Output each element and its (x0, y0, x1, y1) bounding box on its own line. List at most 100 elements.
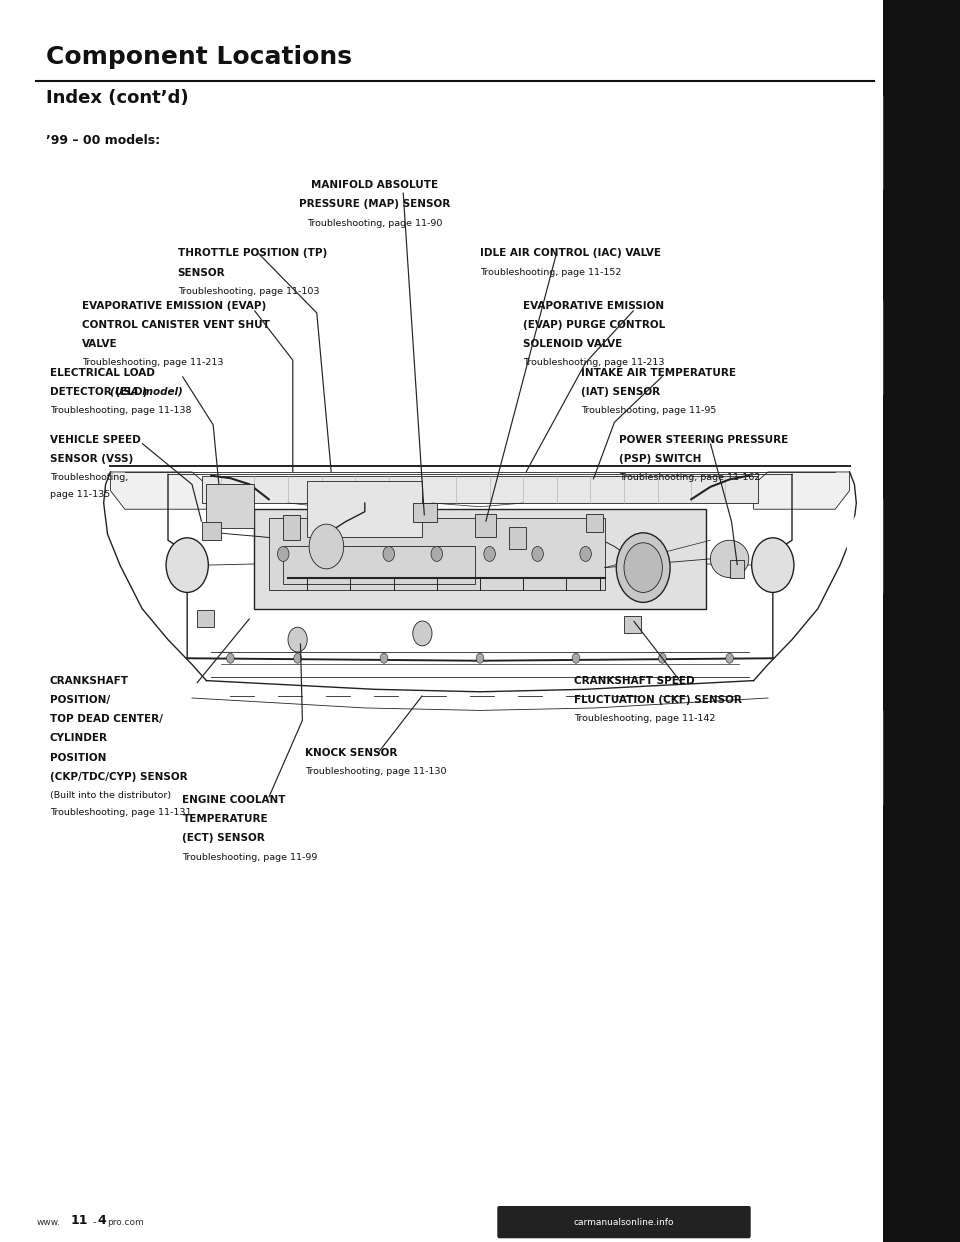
Bar (283, 546, 475, 584)
Text: POWER STEERING PRESSURE: POWER STEERING PRESSURE (619, 435, 788, 445)
Text: CYLINDER: CYLINDER (50, 733, 108, 744)
Text: (CKP/TDC/CYP) SENSOR: (CKP/TDC/CYP) SENSOR (50, 771, 187, 782)
Bar (202, 476, 758, 503)
Text: TOP DEAD CENTER/: TOP DEAD CENTER/ (50, 714, 163, 724)
Text: -: - (92, 1217, 96, 1227)
Bar (730, 560, 744, 578)
Text: POSITION: POSITION (50, 753, 107, 763)
Circle shape (383, 546, 395, 561)
Circle shape (380, 653, 388, 663)
Wedge shape (847, 499, 883, 594)
Text: (EVAP) PURGE CONTROL: (EVAP) PURGE CONTROL (523, 319, 665, 330)
Bar (254, 509, 706, 609)
Text: KNOCK SENSOR: KNOCK SENSOR (305, 748, 397, 758)
Circle shape (277, 546, 289, 561)
Circle shape (166, 538, 208, 592)
Text: Troubleshooting, page 11-131: Troubleshooting, page 11-131 (50, 809, 191, 817)
Circle shape (572, 653, 580, 663)
Bar (883, 0, 960, 1242)
Text: Troubleshooting, page 11-99: Troubleshooting, page 11-99 (182, 852, 318, 862)
Text: DETECTOR (ELD): DETECTOR (ELD) (50, 388, 151, 397)
Text: carmanualsonline.info: carmanualsonline.info (574, 1217, 674, 1227)
Text: Troubleshooting, page 11-95: Troubleshooting, page 11-95 (581, 406, 716, 415)
Text: SENSOR (VSS): SENSOR (VSS) (50, 453, 133, 465)
Text: ELECTRICAL LOAD: ELECTRICAL LOAD (50, 368, 155, 378)
Text: pro.com: pro.com (108, 1218, 144, 1227)
Text: VEHICLE SPEED: VEHICLE SPEED (50, 435, 141, 445)
Text: CONTROL CANISTER VENT SHUT: CONTROL CANISTER VENT SHUT (82, 319, 270, 330)
Text: VALVE: VALVE (82, 339, 117, 349)
Bar (269, 518, 605, 590)
Wedge shape (847, 96, 883, 190)
Circle shape (476, 653, 484, 663)
Circle shape (624, 543, 662, 592)
Circle shape (752, 538, 794, 592)
Circle shape (227, 653, 234, 663)
Circle shape (330, 546, 342, 561)
Text: IDLE AIR CONTROL (IAC) VALVE: IDLE AIR CONTROL (IAC) VALVE (480, 248, 661, 258)
Text: Troubleshooting, page 11-152: Troubleshooting, page 11-152 (480, 267, 621, 277)
Text: Troubleshooting,: Troubleshooting, (50, 473, 129, 482)
Wedge shape (847, 301, 883, 395)
Text: ’99 – 00 models:: ’99 – 00 models: (46, 134, 160, 147)
Text: TEMPERATURE: TEMPERATURE (182, 815, 268, 825)
Text: (PSP) SWITCH: (PSP) SWITCH (619, 453, 702, 465)
Text: INTAKE AIR TEMPERATURE: INTAKE AIR TEMPERATURE (581, 368, 735, 378)
Circle shape (659, 653, 666, 663)
Text: MANIFOLD ABSOLUTE: MANIFOLD ABSOLUTE (311, 180, 438, 190)
Text: SOLENOID VALVE: SOLENOID VALVE (523, 339, 622, 349)
Polygon shape (754, 472, 850, 509)
Bar (413, 503, 437, 522)
Text: Troubleshooting, page 11-162: Troubleshooting, page 11-162 (619, 473, 760, 482)
Text: (IAT) SENSOR: (IAT) SENSOR (581, 388, 660, 397)
Text: Troubleshooting, page 11-213: Troubleshooting, page 11-213 (82, 358, 223, 368)
Text: ENGINE COOLANT: ENGINE COOLANT (182, 795, 286, 805)
Text: EVAPORATIVE EMISSION: EVAPORATIVE EMISSION (523, 301, 664, 310)
Text: (USA model): (USA model) (109, 388, 182, 397)
Text: Troubleshooting, page 11-142: Troubleshooting, page 11-142 (574, 714, 715, 723)
Bar (509, 527, 526, 549)
Circle shape (431, 546, 443, 561)
Text: SENSOR: SENSOR (178, 267, 226, 278)
Text: (Built into the distributor): (Built into the distributor) (50, 791, 171, 800)
Circle shape (309, 524, 344, 569)
Bar (586, 514, 603, 532)
Ellipse shape (710, 540, 749, 578)
Circle shape (726, 653, 733, 663)
Bar (206, 484, 254, 528)
Circle shape (532, 546, 543, 561)
Circle shape (294, 653, 301, 663)
Bar (624, 616, 641, 633)
Circle shape (616, 533, 670, 602)
Text: (ECT) SENSOR: (ECT) SENSOR (182, 833, 265, 843)
Text: Component Locations: Component Locations (46, 45, 352, 68)
Text: CRANKSHAFT SPEED: CRANKSHAFT SPEED (574, 676, 695, 686)
Circle shape (580, 546, 591, 561)
Bar (475, 514, 496, 537)
Text: 4: 4 (98, 1215, 107, 1227)
Text: FLUCTUATION (CKF) SENSOR: FLUCTUATION (CKF) SENSOR (574, 696, 742, 705)
Bar (197, 610, 214, 627)
Text: POSITION/: POSITION/ (50, 696, 110, 705)
Bar (283, 515, 300, 540)
Text: 11: 11 (71, 1215, 88, 1227)
Text: Troubleshooting, page 11-90: Troubleshooting, page 11-90 (306, 219, 443, 227)
Text: Troubleshooting, page 11-213: Troubleshooting, page 11-213 (523, 358, 664, 368)
Wedge shape (847, 710, 883, 805)
Text: www.: www. (36, 1218, 60, 1227)
Polygon shape (110, 472, 206, 509)
Circle shape (288, 627, 307, 652)
Text: Index (cont’d): Index (cont’d) (46, 89, 189, 107)
Text: Troubleshooting, page 11-103: Troubleshooting, page 11-103 (178, 287, 319, 296)
Bar (307, 481, 422, 537)
Text: Troubleshooting, page 11-130: Troubleshooting, page 11-130 (305, 766, 446, 776)
Text: PRESSURE (MAP) SENSOR: PRESSURE (MAP) SENSOR (299, 199, 450, 210)
Text: CRANKSHAFT: CRANKSHAFT (50, 676, 129, 686)
Text: EVAPORATIVE EMISSION (EVAP): EVAPORATIVE EMISSION (EVAP) (82, 301, 266, 310)
Text: page 11-135: page 11-135 (50, 491, 110, 499)
Circle shape (413, 621, 432, 646)
Text: THROTTLE POSITION (TP): THROTTLE POSITION (TP) (178, 248, 326, 258)
FancyBboxPatch shape (497, 1206, 751, 1238)
Circle shape (484, 546, 495, 561)
Text: Troubleshooting, page 11-138: Troubleshooting, page 11-138 (50, 406, 191, 415)
